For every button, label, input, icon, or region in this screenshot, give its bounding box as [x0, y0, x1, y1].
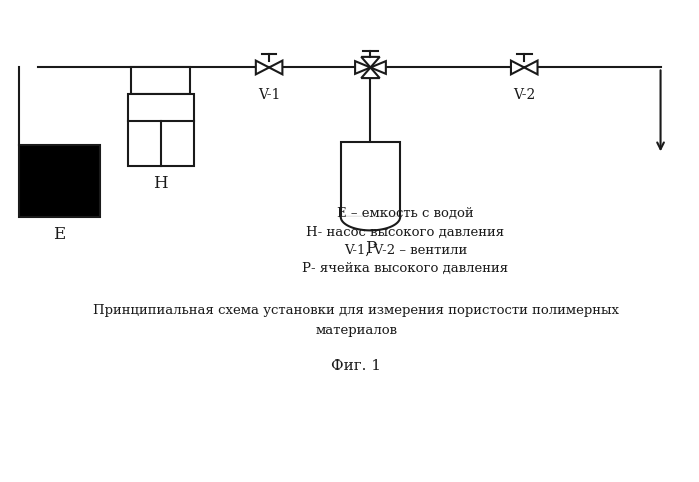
Bar [127, 94, 194, 166]
Polygon shape [361, 67, 380, 78]
Text: Фиг. 1: Фиг. 1 [331, 359, 382, 373]
Text: Н- насос высокого давления: Н- насос высокого давления [306, 226, 505, 239]
Bar [341, 142, 400, 217]
Text: Е – емкость с водой: Е – емкость с водой [337, 207, 474, 220]
Polygon shape [256, 61, 269, 74]
Polygon shape [361, 57, 380, 67]
Polygon shape [269, 61, 282, 74]
Text: V-1, V-2 – вентили: V-1, V-2 – вентили [344, 244, 467, 257]
Polygon shape [524, 61, 538, 74]
Polygon shape [370, 61, 386, 74]
Text: V-1: V-1 [258, 88, 280, 102]
Text: Принципиальная схема установки для измерения пористости полимерных: Принципиальная схема установки для измер… [94, 304, 619, 317]
Polygon shape [355, 61, 370, 74]
Text: Р: Р [365, 240, 376, 257]
Text: V-2: V-2 [513, 88, 535, 102]
Text: Р- ячейка высокого давления: Р- ячейка высокого давления [303, 262, 508, 275]
Text: материалов: материалов [315, 324, 398, 337]
Bar [131, 67, 190, 94]
Text: Н: Н [154, 175, 168, 192]
Text: Е: Е [53, 226, 66, 242]
Bar [20, 145, 100, 217]
Polygon shape [511, 61, 524, 74]
